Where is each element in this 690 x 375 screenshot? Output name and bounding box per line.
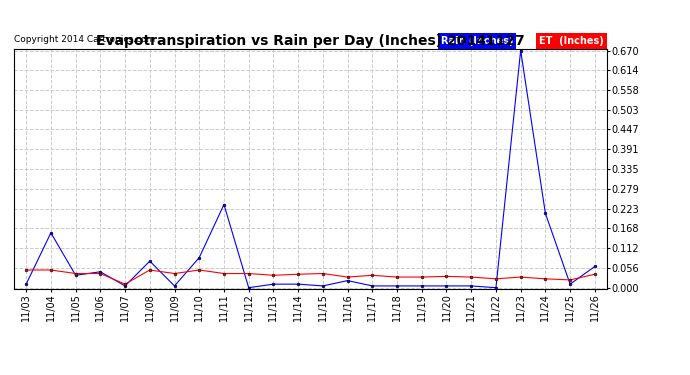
Text: Rain (Inches): Rain (Inches): [441, 36, 513, 46]
Title: Evapotranspiration vs Rain per Day (Inches) 20141127: Evapotranspiration vs Rain per Day (Inch…: [96, 34, 525, 48]
Text: ET  (Inches): ET (Inches): [539, 36, 604, 46]
Text: Copyright 2014 Cartronics.com: Copyright 2014 Cartronics.com: [14, 35, 155, 44]
